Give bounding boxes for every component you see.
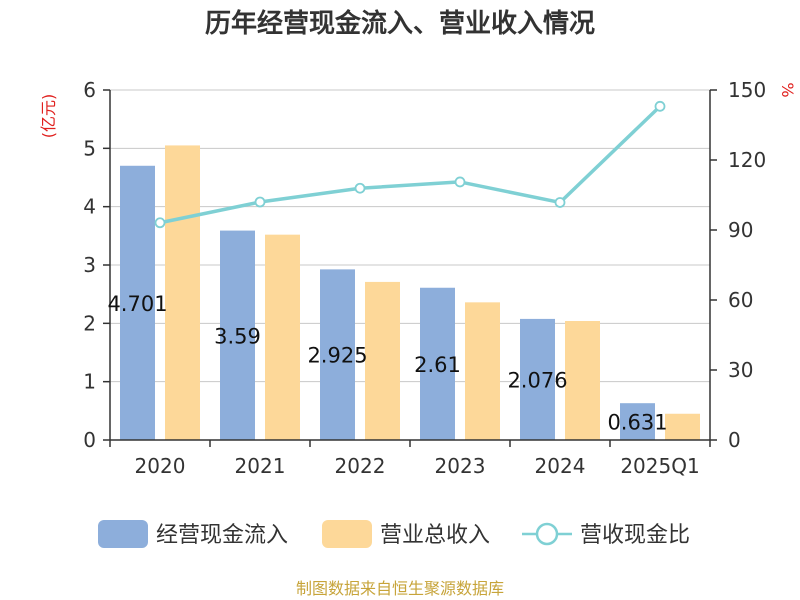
right-tick-label: 60 <box>728 288 753 312</box>
data-label: 2.61 <box>414 353 461 377</box>
right-tick-label: 150 <box>728 78 766 102</box>
data-label: 2.925 <box>307 344 367 368</box>
legend-swatch <box>322 520 372 548</box>
data-label: 3.59 <box>214 324 261 348</box>
ratio-point <box>154 217 166 229</box>
legend-swatch <box>98 520 148 548</box>
left-tick-label: 6 <box>83 78 96 102</box>
bar-cash-inflow <box>220 230 255 440</box>
bar-revenue <box>265 234 300 440</box>
right-tick-label: 30 <box>728 358 753 382</box>
ratio-point <box>454 176 466 188</box>
ratio-point <box>354 182 366 194</box>
legend-label: 营业总收入 <box>380 523 490 548</box>
bar-revenue <box>665 413 700 440</box>
legend-marker <box>535 522 559 546</box>
data-label: 4.701 <box>107 292 167 316</box>
x-tick-label: 2024 <box>535 454 586 478</box>
data-label: 0.631 <box>607 411 667 435</box>
bar-cash-inflow <box>520 318 555 440</box>
bar-cash-inflow <box>420 287 455 440</box>
left-tick-label: 1 <box>83 370 96 394</box>
x-tick-label: 2020 <box>135 454 186 478</box>
line-series <box>154 100 666 229</box>
legend-label: 营收现金比 <box>580 523 690 548</box>
right-tick-label: 0 <box>728 428 741 452</box>
ratio-point <box>554 197 566 208</box>
ratio-line <box>159 105 662 225</box>
data-label: 2.076 <box>507 368 567 392</box>
right-axis-unit: % <box>778 82 797 97</box>
bar-series <box>120 145 700 440</box>
ratio-point <box>654 100 666 112</box>
bar-cash-inflow <box>120 165 155 440</box>
data-labels: 4.701 3.59 2.925 2.61 2.076 0.631 <box>107 292 667 435</box>
x-tick-label: 2021 <box>235 454 286 478</box>
legend-label: 经营现金流入 <box>156 523 288 548</box>
chart-title: 历年经营现金流入、营业收入情况 <box>205 8 595 39</box>
bar-revenue <box>165 145 200 440</box>
left-tick-label: 4 <box>83 195 96 219</box>
right-tick-label: 120 <box>728 148 766 172</box>
left-tick-label: 0 <box>83 428 96 452</box>
bar-revenue <box>365 281 400 440</box>
x-tick-label: 2023 <box>435 454 486 478</box>
ratio-point <box>254 196 266 208</box>
bar-revenue <box>565 321 600 440</box>
left-axis-unit: (亿元) <box>39 94 58 139</box>
x-tick-label: 2025Q1 <box>620 454 699 478</box>
legend: 经营现金流入 营业总收入 营收现金比 <box>98 520 690 548</box>
bar-revenue <box>465 302 500 440</box>
source-note: 制图数据来自恒生聚源数据库 <box>296 579 504 598</box>
left-tick-label: 3 <box>83 253 96 277</box>
left-tick-label: 2 <box>83 311 96 335</box>
grid-lines <box>110 89 710 383</box>
bar-cash-inflow <box>320 269 355 440</box>
left-tick-label: 5 <box>83 136 96 160</box>
x-tick-label: 2022 <box>335 454 386 478</box>
bar-cash-inflow <box>620 403 655 440</box>
right-tick-label: 90 <box>728 218 753 242</box>
